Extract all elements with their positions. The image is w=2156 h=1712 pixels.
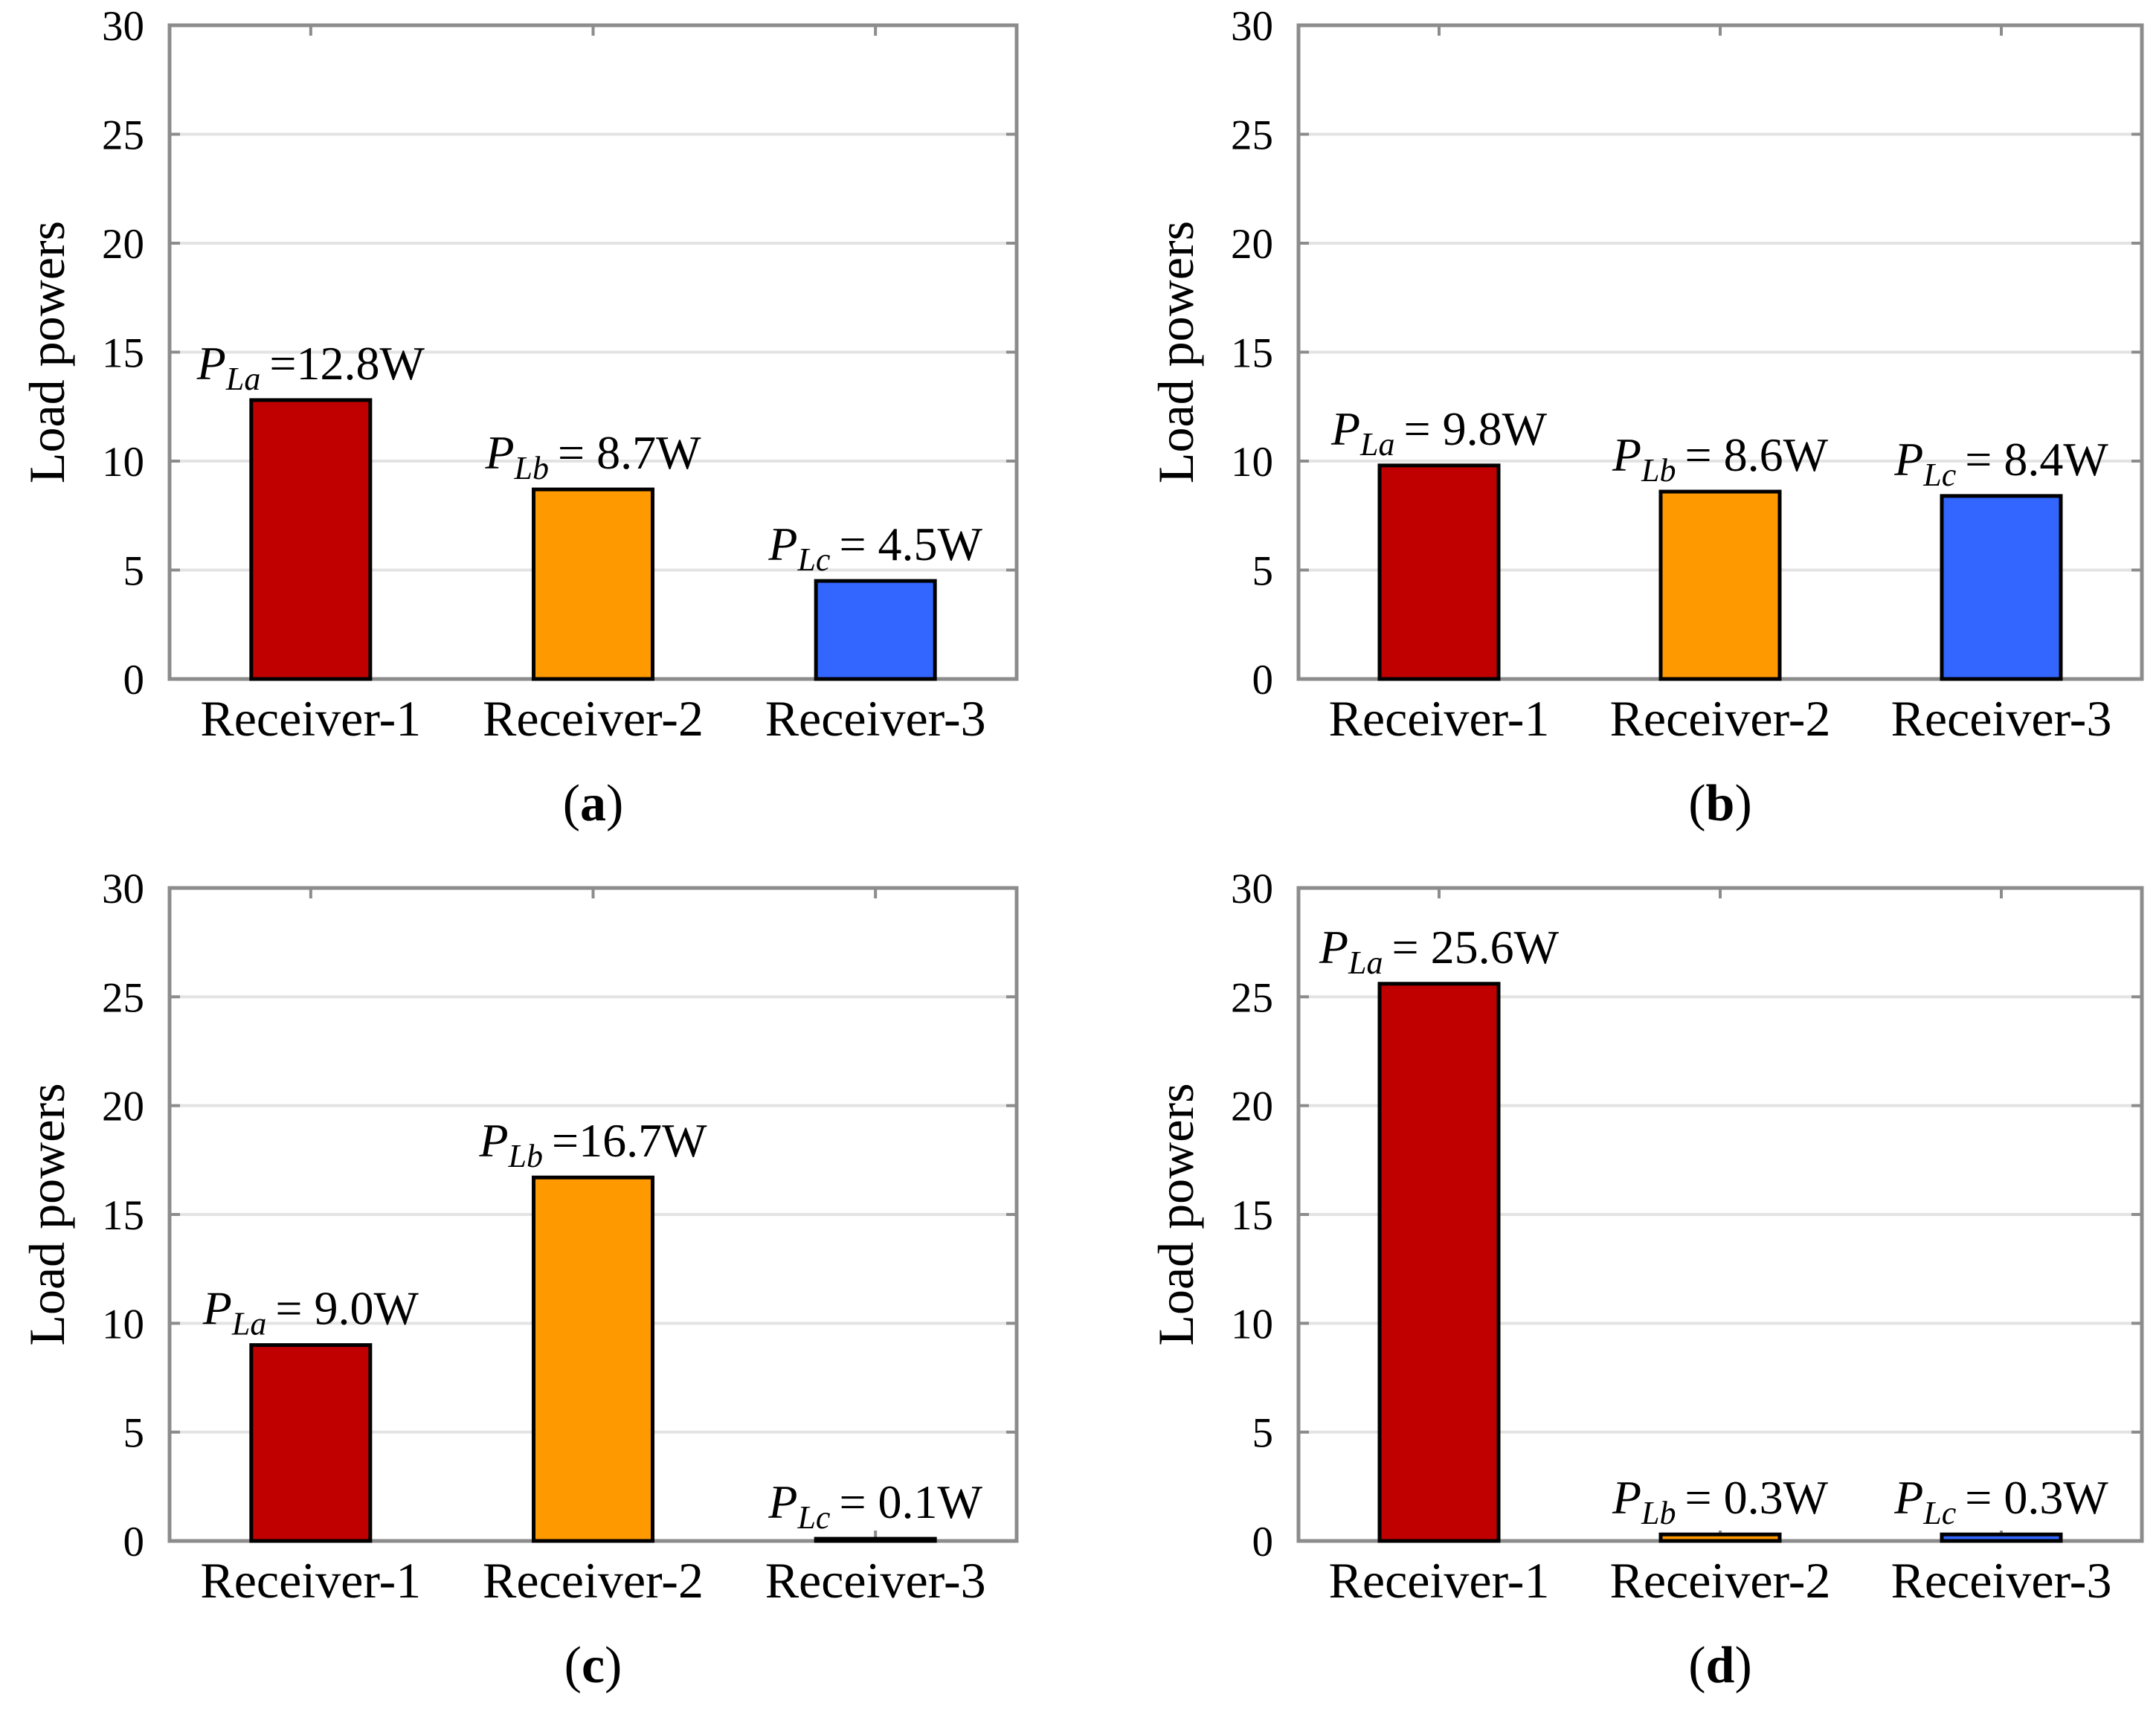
y-tick-label: 15 [102, 1192, 144, 1239]
chart-panel-d: 0 5 10 15 20 25 30 Load powers Receiver-1 PLa = 25… [1148, 866, 2144, 1694]
bar-c-receiver-1 [249, 1343, 373, 1543]
bar-value-annotation: PLa = 9.0W [202, 1282, 419, 1342]
x-category-label: Receiver-2 [1610, 690, 1831, 747]
x-category-label: Receiver-2 [483, 1552, 704, 1609]
y-tick-label: 25 [102, 112, 144, 159]
y-tick-label: 15 [1231, 1192, 1273, 1239]
bar-value-annotation: PLb = 0.3W [1612, 1471, 1829, 1531]
x-category-label: Receiver-1 [200, 690, 421, 747]
panel-label: (d) [1688, 1637, 1752, 1694]
x-category-label: Receiver-2 [1610, 1552, 1831, 1609]
x-category-label: Receiver-1 [200, 1552, 421, 1609]
y-tick-label: 10 [102, 439, 144, 486]
y-tick-label: 0 [1252, 1519, 1274, 1565]
bar-a-receiver-1 [249, 398, 373, 681]
y-axis-label: Load powers [19, 1083, 75, 1345]
x-category-label: Receiver-3 [765, 690, 986, 747]
x-category-label: Receiver-3 [765, 1552, 986, 1609]
bar-value-annotation: PLc = 8.4W [1893, 433, 2108, 493]
bar-value-annotation: PLa = 25.6W [1319, 921, 1560, 981]
bar-b-receiver-3 [1940, 494, 2063, 681]
y-tick-label: 0 [1252, 657, 1274, 704]
bar-value-annotation: PLc = 0.1W [768, 1476, 982, 1536]
bar-b-receiver-2 [1658, 489, 1782, 681]
chart-panel-a: 0 5 10 15 20 25 30 Load powers Receiver-1 PLa =12.… [19, 3, 1019, 832]
y-axis-label: Load powers [1148, 221, 1204, 483]
chart-panel-c: 0 5 10 15 20 25 30 Load powers Receiver-1 PLa = 9.… [19, 866, 1019, 1694]
bar-value-annotation: PLc = 4.5W [768, 518, 982, 578]
chart-panel-b: 0 5 10 15 20 25 30 Load powers Receiver-1 PLa = 9.… [1148, 3, 2144, 832]
y-tick-label: 10 [1231, 439, 1273, 486]
y-tick-label: 30 [1231, 3, 1273, 50]
bar-d-receiver-1 [1377, 982, 1501, 1543]
bar-c-receiver-2 [532, 1175, 654, 1543]
y-tick-label: 25 [1231, 974, 1273, 1021]
x-category-label: Receiver-2 [483, 690, 704, 747]
y-tick-label: 5 [123, 548, 145, 595]
y-tick-label: 30 [1231, 866, 1273, 913]
y-tick-label: 20 [1231, 221, 1273, 268]
y-tick-label: 30 [102, 866, 144, 913]
y-tick-label: 15 [1231, 330, 1273, 377]
panel-label: (a) [563, 775, 624, 832]
y-tick-label: 5 [1252, 548, 1274, 595]
y-tick-label: 10 [1231, 1301, 1273, 1348]
bar-value-annotation: PLc = 0.3W [1893, 1471, 2108, 1531]
panel-label: (c) [564, 1637, 622, 1694]
bar-c-receiver-3 [814, 1536, 937, 1543]
y-tick-label: 25 [1231, 112, 1273, 159]
bar-value-annotation: PLb =16.7W [478, 1114, 707, 1174]
bar-a-receiver-3 [814, 579, 937, 681]
y-tick-label: 5 [123, 1410, 145, 1457]
bar-value-annotation: PLb = 8.7W [484, 426, 701, 486]
y-tick-label: 0 [123, 657, 145, 704]
y-tick-label: 0 [123, 1519, 145, 1565]
x-category-label: Receiver-3 [1891, 1552, 2112, 1609]
y-tick-label: 20 [1231, 1084, 1273, 1130]
y-tick-label: 10 [102, 1301, 144, 1348]
bar-b-receiver-1 [1377, 463, 1501, 681]
y-tick-label: 20 [102, 1084, 144, 1130]
y-tick-label: 15 [102, 330, 144, 377]
y-axis-label: Load powers [1148, 1083, 1204, 1345]
y-tick-label: 30 [102, 3, 144, 50]
y-tick-label: 25 [102, 974, 144, 1021]
y-axis-label: Load powers [19, 221, 75, 483]
bar-d-receiver-3 [1940, 1532, 2063, 1543]
bar-d-receiver-2 [1658, 1532, 1782, 1543]
panel-label: (b) [1688, 775, 1752, 832]
y-tick-label: 5 [1252, 1410, 1274, 1457]
y-tick-label: 20 [102, 221, 144, 268]
x-category-label: Receiver-1 [1329, 690, 1550, 747]
bar-value-annotation: PLa =12.8W [196, 337, 425, 397]
x-category-label: Receiver-1 [1329, 1552, 1550, 1609]
bar-a-receiver-2 [532, 487, 654, 681]
bar-value-annotation: PLa = 9.8W [1330, 402, 1548, 463]
bar-value-annotation: PLb = 8.6W [1612, 428, 1829, 489]
x-category-label: Receiver-3 [1891, 690, 2112, 747]
